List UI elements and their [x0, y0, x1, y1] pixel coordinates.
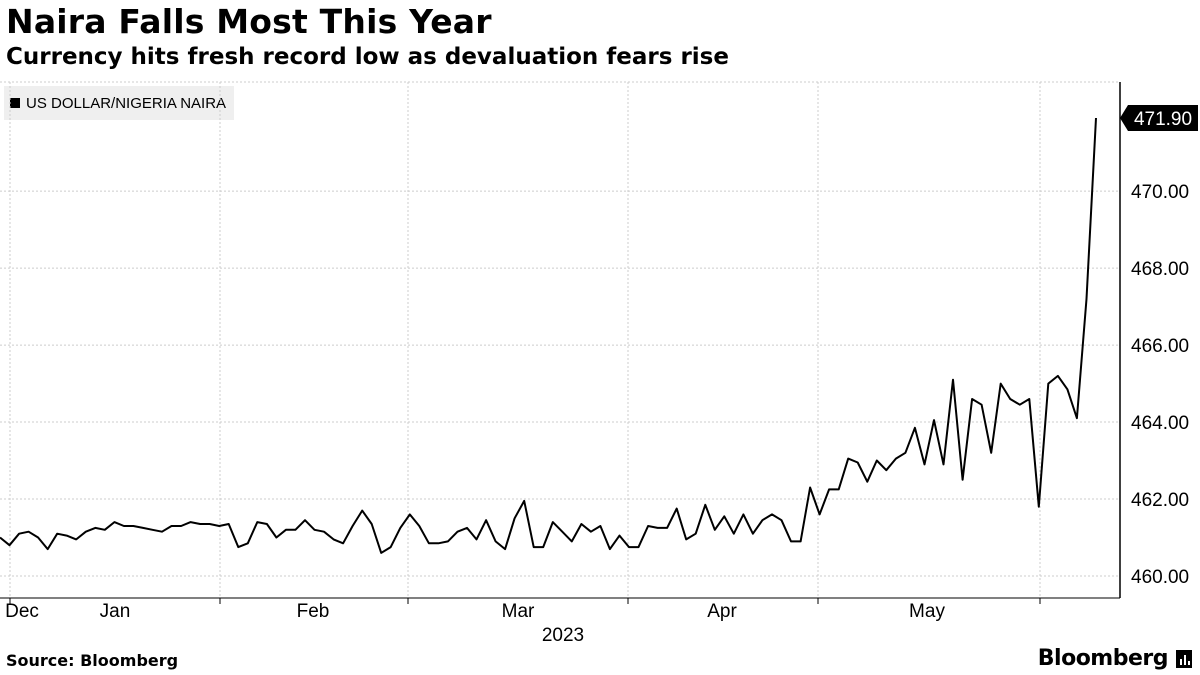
brand-logo: Bloomberg — [1037, 646, 1169, 671]
y-tick-label: 470.00 — [1131, 182, 1189, 203]
y-tick-label: 462.00 — [1131, 490, 1189, 511]
chart-title: Naira Falls Most This Year — [6, 2, 492, 41]
x-tick-label: Jan — [100, 601, 131, 622]
x-tick-label: Feb — [297, 601, 330, 622]
bloomberg-mark-icon — [1176, 650, 1192, 668]
legend: US DOLLAR/NIGERIA NAIRA — [4, 86, 235, 120]
series-line — [0, 117, 1097, 554]
x-tick-label: May — [909, 601, 945, 622]
source-note: Source: Bloomberg — [6, 651, 179, 670]
chart-subtitle: Currency hits fresh record low as devalu… — [6, 44, 729, 70]
x-tick-label: Apr — [707, 601, 737, 622]
y-tick-label: 468.00 — [1131, 259, 1189, 280]
x-tick-label: Mar — [502, 601, 535, 622]
legend-label: US DOLLAR/NIGERIA NAIRA — [26, 94, 227, 112]
last-value-badge — [1120, 105, 1198, 131]
year-label: 2023 — [542, 625, 584, 646]
legend-swatch-icon — [10, 98, 20, 108]
y-tick-label: 466.00 — [1131, 336, 1189, 357]
x-tick-label: Dec — [5, 601, 39, 622]
y-tick-label: 460.00 — [1131, 567, 1189, 588]
last-value-label: 471.90 — [1134, 109, 1192, 130]
y-tick-label: 464.00 — [1131, 413, 1189, 434]
